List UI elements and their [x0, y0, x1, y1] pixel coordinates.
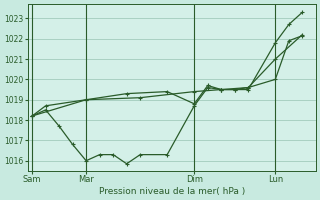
- X-axis label: Pression niveau de la mer( hPa ): Pression niveau de la mer( hPa ): [99, 187, 245, 196]
